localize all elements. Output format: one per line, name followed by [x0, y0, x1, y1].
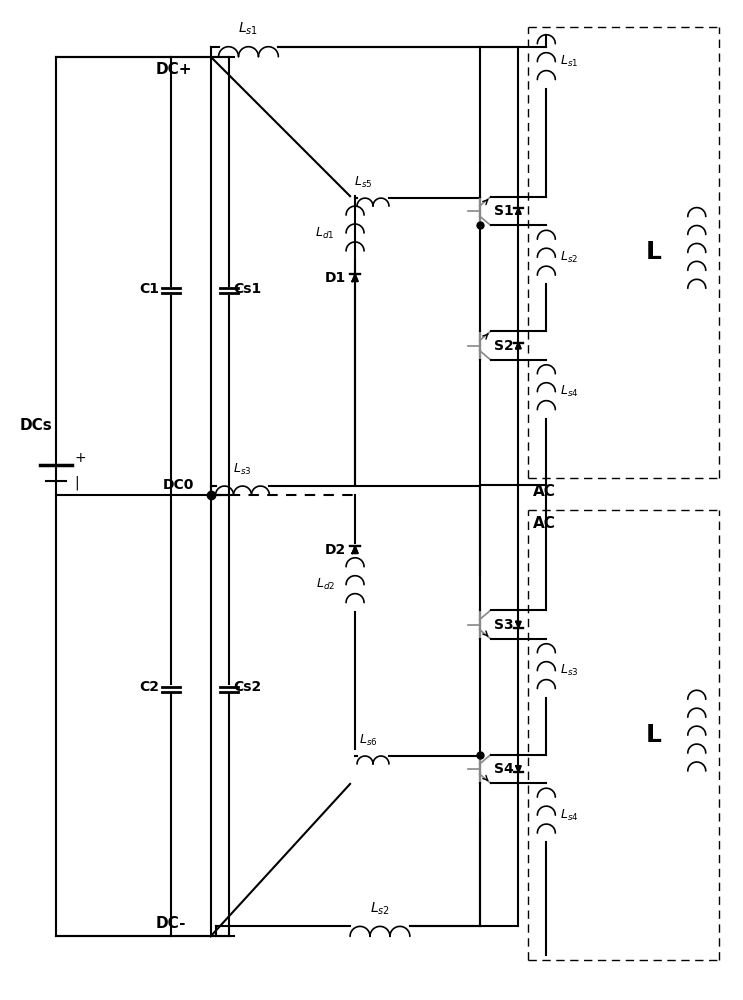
- Text: |: |: [74, 475, 79, 490]
- Text: DC0: DC0: [163, 478, 194, 492]
- Text: L$_{s2}$: L$_{s2}$: [370, 900, 390, 917]
- Polygon shape: [516, 343, 521, 349]
- Text: AC: AC: [533, 484, 557, 499]
- Text: AC: AC: [533, 516, 557, 531]
- Text: L$_{d1}$: L$_{d1}$: [316, 225, 335, 241]
- Polygon shape: [516, 208, 521, 214]
- Text: L$_{d2}$: L$_{d2}$: [316, 577, 335, 592]
- Text: L: L: [646, 240, 662, 264]
- Text: DC-: DC-: [156, 916, 186, 931]
- Text: S4: S4: [493, 762, 513, 776]
- Text: DCs: DCs: [19, 418, 52, 433]
- Text: D2: D2: [325, 543, 346, 557]
- Polygon shape: [516, 766, 521, 772]
- Text: C2: C2: [139, 680, 159, 694]
- Text: L$_{s1}$: L$_{s1}$: [239, 21, 259, 37]
- Text: S2: S2: [493, 339, 513, 353]
- Text: L: L: [646, 723, 662, 747]
- Text: L$_{s6}$: L$_{s6}$: [359, 733, 377, 748]
- Text: L$_{s3}$: L$_{s3}$: [233, 462, 252, 477]
- Text: L$_{s5}$: L$_{s5}$: [354, 175, 372, 190]
- Polygon shape: [516, 622, 521, 628]
- Text: L$_{s1}$: L$_{s1}$: [560, 54, 579, 69]
- Text: S1: S1: [493, 204, 513, 218]
- Text: Cs1: Cs1: [233, 282, 262, 296]
- Text: DC+: DC+: [156, 62, 192, 77]
- Text: L$_{s4}$: L$_{s4}$: [560, 384, 579, 399]
- Text: L$_{s2}$: L$_{s2}$: [560, 250, 579, 265]
- Text: L$_{s4}$: L$_{s4}$: [560, 808, 579, 823]
- Text: +: +: [74, 451, 85, 465]
- Text: D1: D1: [325, 271, 346, 285]
- Text: C1: C1: [139, 282, 159, 296]
- Text: L$_{s3}$: L$_{s3}$: [560, 663, 579, 678]
- Polygon shape: [352, 274, 358, 281]
- Text: Cs2: Cs2: [233, 680, 262, 694]
- Polygon shape: [352, 546, 358, 553]
- Text: S3: S3: [493, 618, 513, 632]
